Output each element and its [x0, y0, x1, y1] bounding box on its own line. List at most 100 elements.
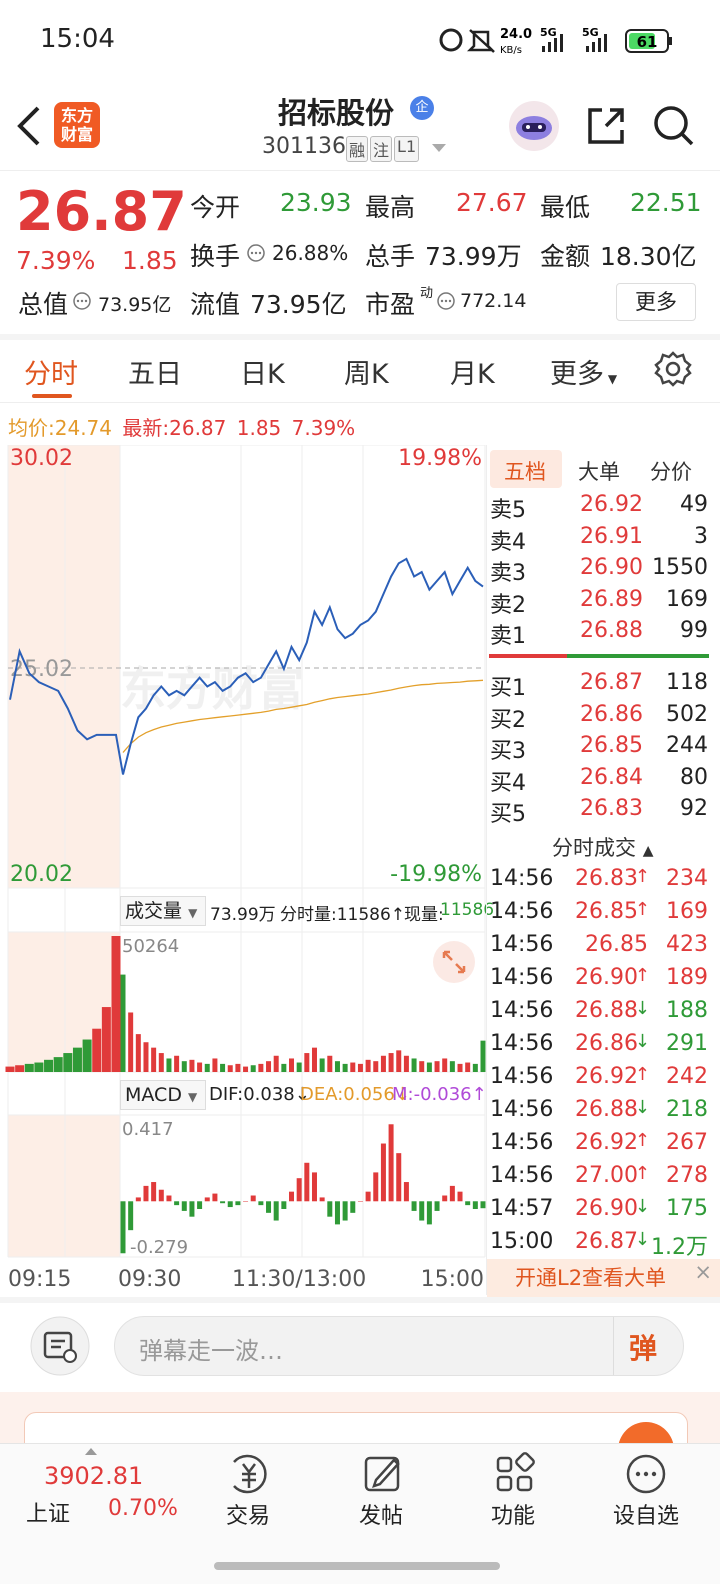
field-value: 27.67: [456, 188, 528, 217]
book-tab[interactable]: 分价: [650, 460, 692, 484]
book-tab[interactable]: 大单: [578, 460, 620, 484]
trade-volume: 267: [666, 1130, 708, 1155]
book-price: 26.85: [580, 733, 643, 759]
chart-tab[interactable]: 周K: [344, 359, 389, 390]
macd-bar: [350, 1201, 356, 1213]
macd-bar: [158, 1189, 164, 1202]
volume-bar: [15, 1065, 25, 1072]
search-button[interactable]: [652, 104, 696, 148]
volume-bar: [449, 1061, 455, 1072]
chart-tab[interactable]: 五日: [128, 359, 182, 390]
trade-volume: 188: [666, 998, 708, 1023]
dropdown-arrow[interactable]: [430, 142, 448, 154]
book-tab[interactable]: 五档: [504, 460, 546, 484]
volume-bar: [411, 1058, 417, 1072]
danmaku-button[interactable]: 弹: [629, 1332, 658, 1365]
pct-min-label: -19.98%: [390, 862, 482, 887]
info-icon[interactable]: [72, 291, 92, 311]
settings-button[interactable]: [654, 350, 692, 388]
volume-bar: [189, 1059, 195, 1072]
field-value: 23.93: [280, 188, 352, 217]
info-icon[interactable]: [436, 291, 456, 311]
expand-button[interactable]: [432, 940, 476, 984]
macd-bar: [296, 1178, 302, 1202]
trade-price: 26.92: [575, 1130, 638, 1155]
trade-price: 26.92: [575, 1064, 638, 1089]
l2-banner-text: 开通L2查看大单: [515, 1266, 667, 1290]
trade-time: 15:00: [490, 1229, 554, 1254]
nav-item[interactable]: 交易: [225, 1504, 270, 1529]
volume-bar: [472, 1063, 478, 1072]
field-label: 金额: [540, 242, 591, 271]
l2-banner[interactable]: 开通L2查看大单 ×: [487, 1259, 720, 1297]
latest-pct: 7.39%: [291, 416, 356, 440]
signal-label: 5G: [582, 26, 599, 39]
share-button[interactable]: [584, 104, 628, 148]
book-price: 26.91: [580, 523, 643, 549]
trade-volume: 278: [666, 1163, 708, 1188]
book-label: 买3: [490, 739, 526, 765]
change: 1.85: [122, 246, 178, 275]
macd-bar: [411, 1201, 417, 1211]
book-price: 26.92: [580, 492, 643, 517]
info-icon[interactable]: [246, 243, 266, 263]
volume-bar: [44, 1059, 54, 1072]
volume-selector[interactable]: 成交量 ▼: [120, 896, 206, 926]
volume-bar: [120, 974, 126, 1072]
trades-title[interactable]: 分时成交 ▲: [552, 836, 654, 860]
volume-bar: [72, 1047, 82, 1072]
macd-bar: [426, 1201, 432, 1225]
chart-tab[interactable]: 分时: [24, 359, 78, 390]
macd-bar: [174, 1201, 180, 1206]
macd-bar: [227, 1201, 233, 1208]
book-label: 买4: [490, 770, 526, 796]
trade-time: 14:57: [490, 1196, 554, 1221]
macd-bar: [373, 1172, 379, 1202]
trade-price: 26.83: [575, 866, 638, 891]
book-label: 买5: [490, 802, 526, 828]
chart-tab[interactable]: 日K: [240, 359, 285, 390]
volume-bar: [373, 1061, 379, 1072]
field-sup: 动: [420, 286, 434, 301]
chart-tab[interactable]: 月K: [450, 359, 495, 390]
nav-item[interactable]: 设自选: [612, 1504, 679, 1529]
book-label: 卖5: [490, 498, 526, 523]
trade-direction: ↑: [634, 1130, 650, 1151]
macd-bar: [204, 1197, 210, 1202]
dea-value: DEA:0.056↓: [300, 1084, 410, 1105]
volume-bar: [158, 1053, 164, 1072]
logo-text: 财富: [60, 125, 93, 144]
macd-bar: [334, 1201, 340, 1225]
trade-price: 26.90: [575, 1196, 638, 1221]
more-button[interactable]: 更多: [616, 283, 696, 321]
comment-input[interactable]: 弹幕走一波… 弹: [114, 1316, 684, 1376]
trade-price: 26.85: [585, 932, 648, 957]
macd-selector[interactable]: MACD ▼: [120, 1080, 206, 1110]
field-value: 772.14: [460, 290, 527, 312]
time-label: 09:30: [118, 1267, 181, 1292]
nav-item[interactable]: 发帖: [358, 1504, 403, 1529]
back-button[interactable]: [14, 104, 44, 148]
trade-time: 14:56: [490, 1097, 554, 1122]
danmaku-settings[interactable]: [30, 1316, 90, 1376]
nav-item[interactable]: 功能: [490, 1504, 535, 1529]
macd-bar: [250, 1195, 256, 1202]
macd-bar: [220, 1201, 226, 1204]
volume-bar: [101, 1007, 111, 1072]
macd-bar: [311, 1172, 317, 1202]
macd-bar: [319, 1197, 325, 1202]
chart-tab[interactable]: 更多 ▼: [550, 359, 618, 390]
macd-bar: [120, 1201, 126, 1254]
trade-price: 26.88: [575, 998, 638, 1023]
status-time: 15:04: [40, 24, 115, 54]
assistant-avatar[interactable]: [508, 100, 560, 152]
trade-time: 14:56: [490, 965, 554, 990]
volume-bar: [135, 1034, 141, 1072]
logo-text: 东方: [60, 106, 93, 125]
macd-bar: [465, 1201, 471, 1206]
net-unit: KB/s: [500, 45, 522, 56]
macd-bar: [327, 1201, 333, 1217]
avg-line: [122, 679, 484, 753]
macd-bar: [197, 1201, 203, 1209]
